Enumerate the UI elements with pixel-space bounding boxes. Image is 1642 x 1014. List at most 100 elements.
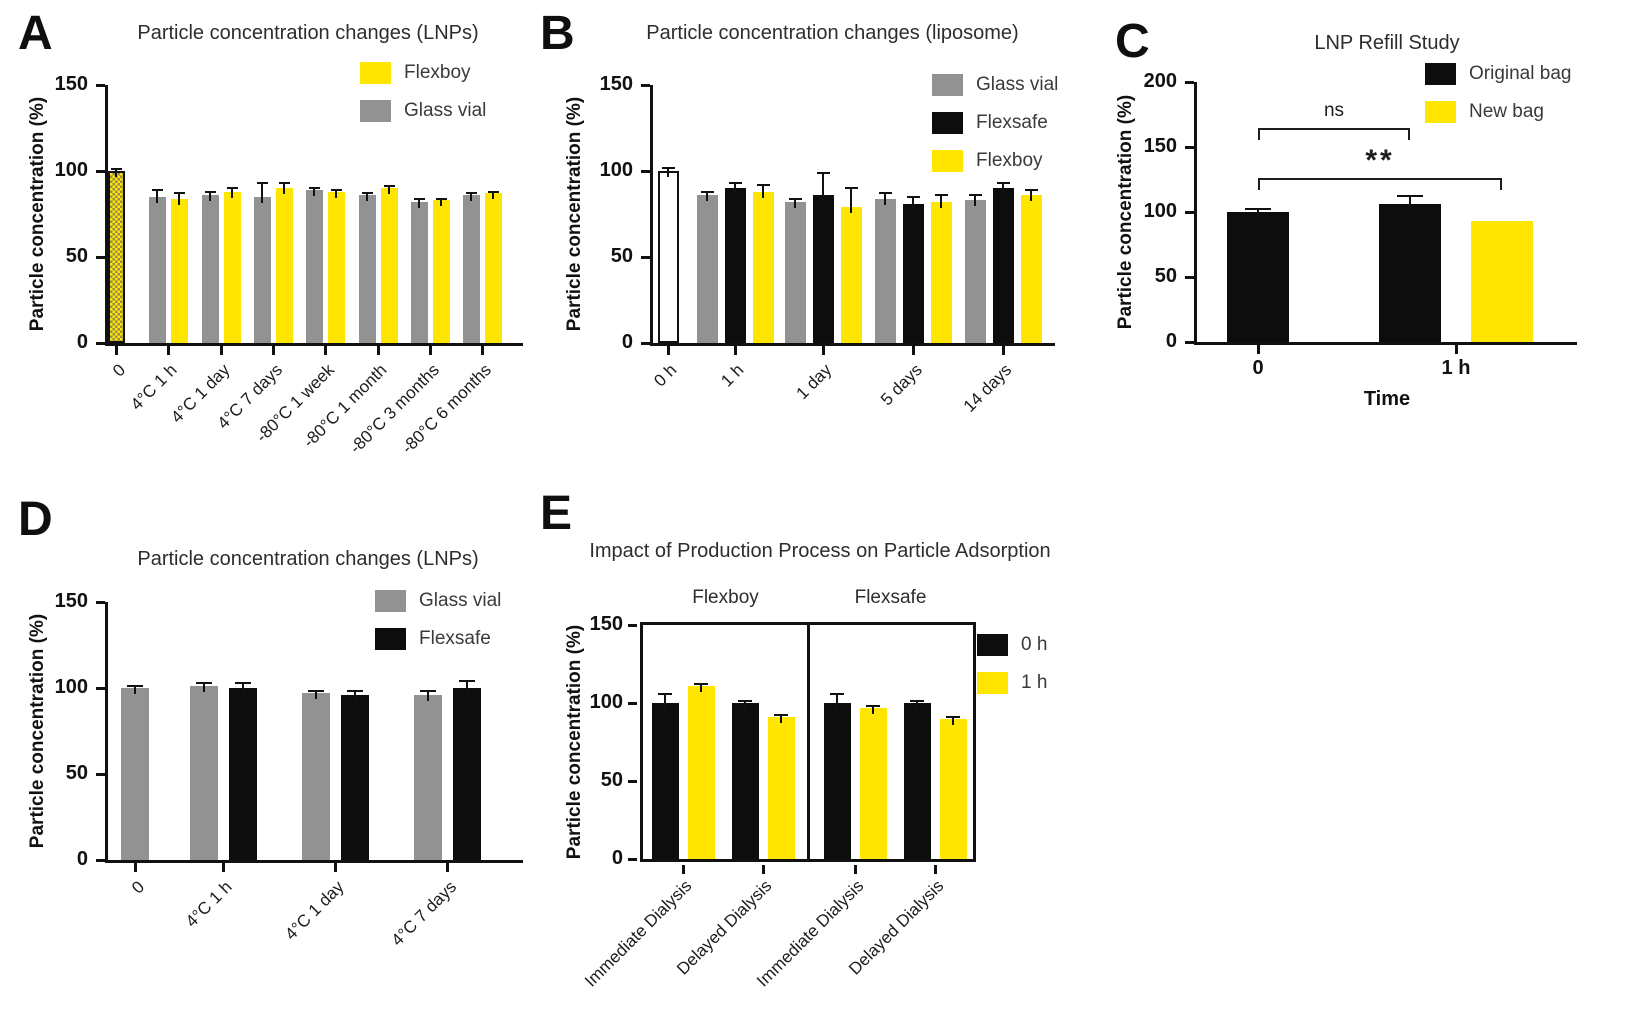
- error-bar-line: [916, 701, 918, 709]
- x-category-label: 0 h: [650, 360, 681, 391]
- legend-swatch-gray: [375, 590, 406, 612]
- legend-item-label: Flexboy: [976, 150, 1043, 171]
- y-tick-label: 200: [1143, 70, 1177, 92]
- bar-flexsafe: [902, 203, 924, 343]
- error-bar-cap: [788, 197, 802, 200]
- error-bar-cap: [307, 690, 324, 693]
- panel-c-title: LNP Refill Study: [1314, 32, 1460, 54]
- panel-b-title: Particle concentration changes (liposome…: [646, 22, 1019, 44]
- y-tick-label: 50: [600, 769, 623, 791]
- panel-letter-d: D: [18, 493, 53, 546]
- y-tick: [96, 772, 105, 776]
- error-bar-line: [744, 701, 746, 709]
- legend-swatch-yellow: [932, 150, 963, 172]
- x-tick: [323, 346, 327, 355]
- y-tick: [96, 600, 105, 604]
- y-axis-line: [650, 85, 653, 346]
- error-bar-line: [470, 193, 472, 202]
- subpanel-title-flexboy: Flexboy: [692, 587, 759, 608]
- error-bar-cap: [866, 705, 880, 708]
- error-bar-cap: [435, 197, 447, 200]
- panel-a-y-axis-title: Particle concentration (%): [27, 96, 48, 332]
- x-tick: [133, 863, 137, 872]
- y-axis-line: [1194, 82, 1197, 345]
- legend-item-label: New bag: [1469, 101, 1544, 122]
- x-tick: [428, 346, 432, 355]
- y-tick-label: 150: [54, 73, 88, 95]
- error-bar-line: [1030, 189, 1032, 202]
- legend-item-label: Flexboy: [404, 62, 471, 83]
- error-bar-cap: [465, 192, 477, 195]
- y-tick-label: 150: [54, 590, 88, 612]
- y-tick: [96, 83, 105, 87]
- y-tick-label: 50: [1154, 265, 1177, 287]
- panel-b-y-axis-title: Particle concentration (%): [564, 96, 585, 332]
- error-bar-line: [667, 167, 669, 177]
- y-tick-label: 100: [589, 691, 623, 713]
- y-tick-label: 50: [65, 245, 88, 267]
- bar-flexboy: [223, 191, 241, 343]
- bar-glass-vial: [253, 196, 271, 343]
- y-tick-label: 0: [1165, 330, 1177, 352]
- error-bar-line: [974, 195, 976, 207]
- bar-flexboy: [752, 191, 774, 343]
- legend-item: Original bag: [1425, 63, 1571, 85]
- error-bar-line: [1002, 183, 1004, 195]
- x-category-label: 0: [108, 360, 129, 381]
- bar-glass-vial: [305, 189, 323, 343]
- y-tick-label: 150: [589, 613, 623, 635]
- panel-a-plot-area: 0 50 100 150 0 4°C 1 h 4°C 1 day 4°C 7 days -80°…: [55, 73, 523, 457]
- panel-B: B Particle concentration changes (liposo…: [540, 8, 1088, 470]
- bar-flexsafe: [340, 694, 369, 860]
- significance-bracket: [1258, 127, 1410, 140]
- error-bar-line: [440, 198, 442, 207]
- error-bar-line: [418, 198, 420, 208]
- error-bar-line: [261, 183, 263, 203]
- error-bar-cap: [151, 188, 163, 191]
- x-category-label: Immediate Dialysis: [581, 876, 696, 991]
- bar-glass-vial: [410, 201, 428, 343]
- x-category-label: 4°C 7 days: [387, 877, 460, 950]
- bar-glass-vial: [189, 686, 218, 860]
- panel-E: E Impact of Production Process on Partic…: [540, 478, 1140, 1014]
- error-bar-cap: [661, 166, 675, 169]
- x-tick: [1256, 345, 1260, 354]
- x-tick: [376, 346, 380, 355]
- legend-item: 0 h: [977, 634, 1047, 656]
- bar-glass-vial: [784, 201, 806, 343]
- bar-flexsafe: [812, 195, 834, 343]
- error-bar-line: [134, 686, 136, 694]
- bar-glass-vial: [874, 198, 896, 343]
- x-tick: [821, 346, 825, 355]
- error-bar-line: [178, 193, 180, 205]
- error-bar-cap: [1024, 188, 1038, 191]
- legend-swatch-yellow: [1425, 101, 1456, 123]
- legend-swatch-yellow: [360, 62, 391, 84]
- error-bar-line: [822, 172, 824, 202]
- error-bar-line: [231, 188, 233, 198]
- y-tick-label: 0: [611, 847, 623, 869]
- x-axis-line: [105, 343, 523, 346]
- legend-swatch-gray: [932, 74, 963, 96]
- panel-letter-e: E: [540, 487, 573, 540]
- error-bar-line: [706, 191, 708, 202]
- y-tick-label: 100: [54, 159, 88, 181]
- error-bar-line: [202, 682, 205, 693]
- error-bar-cap: [946, 716, 960, 719]
- bar-glass-vial: [413, 694, 442, 860]
- panel-letter-c: C: [1115, 15, 1150, 68]
- bar-flexboy: [432, 200, 450, 343]
- plot-frame: [640, 622, 976, 862]
- error-bar-line: [664, 693, 666, 709]
- error-bar-line: [283, 183, 285, 195]
- error-bar-line: [734, 183, 736, 195]
- error-bar-cap: [458, 680, 475, 683]
- panel-d-plot-area: 0 50 100 150 0 4°C 1 h 4°C 1 day 4°C 7 days: [55, 590, 523, 950]
- bar-new-bag: [1471, 221, 1533, 342]
- legend-item: 1 h: [977, 672, 1047, 694]
- error-bar-line: [850, 188, 852, 214]
- panel-A: A Particle concentration changes (LNPs) …: [18, 8, 540, 470]
- legend-item-label: Glass vial: [419, 590, 502, 611]
- legend-item: Flexsafe: [375, 628, 501, 650]
- error-bar-cap: [844, 187, 858, 190]
